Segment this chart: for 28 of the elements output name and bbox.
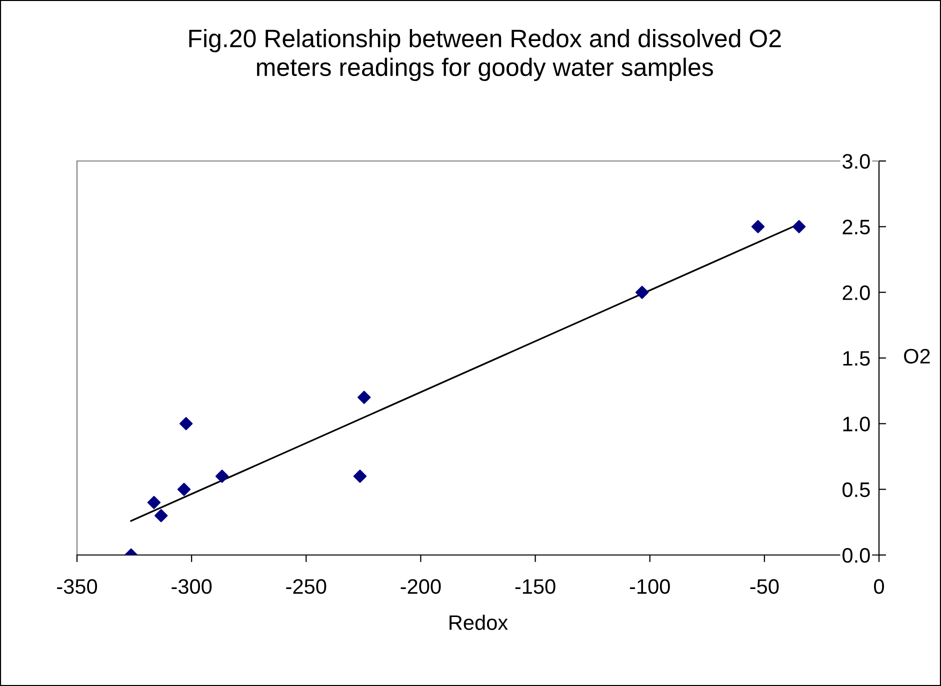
y-tick-label: 3.0 xyxy=(842,154,870,169)
x-tick-label: -150 xyxy=(515,579,556,594)
point xyxy=(635,286,649,299)
point xyxy=(358,390,371,404)
y-tick-label: 1.5 xyxy=(843,351,870,366)
point xyxy=(353,470,367,483)
chart-title: Fig.20 Relationship between Redox and dissolved O2 meters readings for goody water samples xyxy=(189,28,781,82)
point xyxy=(751,220,765,234)
x-axis-title: Redox xyxy=(450,614,508,630)
point xyxy=(215,470,229,483)
y-tick-label: 2.5 xyxy=(842,220,870,234)
x-tick-label: -100 xyxy=(630,579,670,594)
point xyxy=(147,496,161,510)
point xyxy=(179,417,193,430)
point xyxy=(792,220,806,234)
y-tick-label: 0.5 xyxy=(842,482,870,498)
x-tick-label: -350 xyxy=(57,579,98,594)
x-tick-label: -250 xyxy=(286,579,326,594)
y-axis-title: O2 xyxy=(904,348,930,364)
x-tick-label: -50 xyxy=(750,579,779,594)
x-tick-label: 0 xyxy=(874,579,884,594)
y-tick-label: 1.0 xyxy=(843,416,870,432)
x-tick-label: -300 xyxy=(172,579,212,594)
point xyxy=(177,482,191,496)
y-tick-label: 0.0 xyxy=(842,548,870,563)
y-tick-label: 2.0 xyxy=(842,285,870,300)
point xyxy=(154,509,168,522)
x-tick-label: -200 xyxy=(400,579,441,594)
